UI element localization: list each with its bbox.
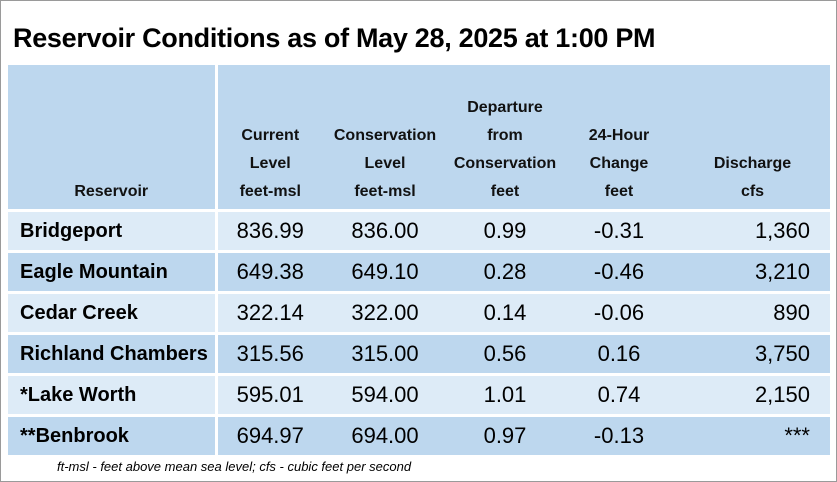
change-24h: -0.46 — [563, 251, 675, 293]
page-title: Reservoir Conditions as of May 28, 2025 … — [13, 23, 656, 53]
discharge: 3,750 — [675, 333, 830, 375]
change-24h: -0.06 — [563, 292, 675, 334]
departure: 0.28 — [447, 251, 563, 293]
change-24h: 0.16 — [563, 333, 675, 375]
current-level: 322.14 — [216, 292, 323, 334]
discharge: 2,150 — [675, 374, 830, 416]
table-row: **Benbrook 694.97 694.00 0.97 -0.13 *** — [8, 415, 830, 455]
table-row: Richland Chambers 315.56 315.00 0.56 0.1… — [8, 333, 830, 375]
conservation-level: 694.00 — [323, 415, 447, 455]
header-current-level: Current Level feet-msl — [216, 65, 323, 211]
reservoir-name: Bridgeport — [8, 210, 218, 252]
table-row: Eagle Mountain 649.38 649.10 0.28 -0.46 … — [8, 251, 830, 293]
reservoir-name: Eagle Mountain — [8, 251, 218, 293]
current-level: 315.56 — [216, 333, 323, 375]
current-level: 595.01 — [216, 374, 323, 416]
table-row: Cedar Creek 322.14 322.00 0.14 -0.06 890 — [8, 292, 830, 334]
reservoir-name: **Benbrook — [8, 415, 218, 455]
discharge: 1,360 — [675, 210, 830, 252]
current-level: 836.99 — [216, 210, 323, 252]
reservoir-name: Cedar Creek — [8, 292, 218, 334]
departure: 0.14 — [447, 292, 563, 334]
discharge: 890 — [675, 292, 830, 334]
discharge: 3,210 — [675, 251, 830, 293]
header-reservoir: Reservoir — [8, 65, 218, 211]
discharge: *** — [675, 415, 830, 455]
conservation-level: 836.00 — [323, 210, 447, 252]
conservation-level: 315.00 — [323, 333, 447, 375]
reservoir-name: *Lake Worth — [8, 374, 218, 416]
table-row: Bridgeport 836.99 836.00 0.99 -0.31 1,36… — [8, 210, 830, 252]
reservoir-table: Reservoir Current Level feet-msl Conserv… — [8, 65, 830, 455]
change-24h: -0.13 — [563, 415, 675, 455]
departure: 0.97 — [447, 415, 563, 455]
table-header-row: Reservoir Current Level feet-msl Conserv… — [8, 65, 830, 211]
header-departure: Departure from Conservation feet — [447, 65, 563, 211]
conservation-level: 594.00 — [323, 374, 447, 416]
departure: 0.56 — [447, 333, 563, 375]
conservation-level: 649.10 — [323, 251, 447, 293]
header-24-hour-change: 24-Hour Change feet — [563, 65, 675, 211]
table-row: *Lake Worth 595.01 594.00 1.01 0.74 2,15… — [8, 374, 830, 416]
header-conservation-level: Conservation Level feet-msl — [323, 65, 447, 211]
header-discharge: Discharge cfs — [675, 65, 830, 211]
change-24h: 0.74 — [563, 374, 675, 416]
departure: 1.01 — [447, 374, 563, 416]
current-level: 694.97 — [216, 415, 323, 455]
departure: 0.99 — [447, 210, 563, 252]
current-level: 649.38 — [216, 251, 323, 293]
change-24h: -0.31 — [563, 210, 675, 252]
footnote: ft-msl - feet above mean sea level; cfs … — [57, 459, 412, 474]
reservoir-name: Richland Chambers — [8, 333, 218, 375]
conservation-level: 322.00 — [323, 292, 447, 334]
